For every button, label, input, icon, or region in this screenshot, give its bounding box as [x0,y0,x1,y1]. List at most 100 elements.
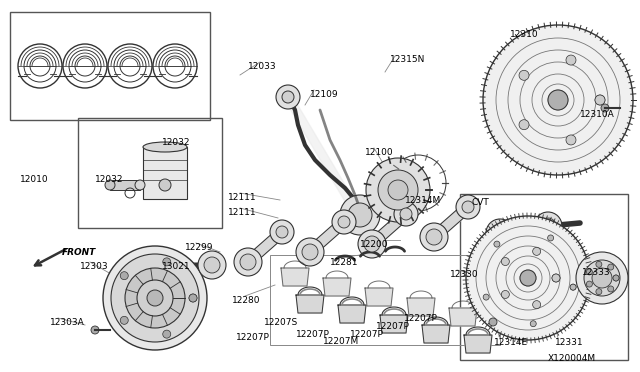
Polygon shape [426,207,476,237]
Circle shape [400,208,412,220]
Circle shape [159,179,171,191]
Polygon shape [281,268,309,286]
Circle shape [103,246,207,350]
Bar [110,180,140,190]
Circle shape [570,284,576,290]
Circle shape [420,223,448,251]
Circle shape [189,294,197,302]
Polygon shape [407,298,435,316]
Text: 12100: 12100 [365,148,394,157]
Circle shape [111,254,199,342]
Circle shape [489,318,497,326]
Text: 12330: 12330 [450,270,479,279]
Text: 12109: 12109 [310,90,339,99]
Polygon shape [422,325,450,343]
Bar [10,12,210,120]
Circle shape [566,135,576,145]
Polygon shape [240,232,290,262]
Text: 12010: 12010 [20,175,49,184]
Text: 12303A: 12303A [50,318,84,327]
Circle shape [282,91,294,103]
Text: 12207S: 12207S [264,318,298,327]
Text: 12111: 12111 [228,208,257,217]
Circle shape [296,238,324,266]
Text: 12207P: 12207P [236,333,270,342]
Circle shape [388,180,408,200]
Circle shape [125,268,185,328]
Circle shape [596,289,602,295]
Circle shape [532,301,541,309]
Text: 12280: 12280 [232,296,260,305]
Circle shape [91,326,99,334]
Circle shape [552,274,560,282]
Circle shape [548,235,554,241]
Circle shape [595,95,605,105]
Text: 12207P: 12207P [404,314,438,323]
Circle shape [519,70,529,80]
Polygon shape [449,308,477,326]
Circle shape [340,195,380,235]
Circle shape [456,195,480,219]
Ellipse shape [143,142,187,152]
Circle shape [483,25,633,175]
Circle shape [486,219,514,247]
Circle shape [366,158,430,222]
Circle shape [147,290,163,306]
Circle shape [530,321,536,327]
Polygon shape [302,222,352,252]
Circle shape [532,247,541,255]
Bar [270,255,500,345]
Circle shape [608,286,614,292]
Circle shape [364,236,380,252]
Text: 12111: 12111 [228,193,257,202]
Text: 12333: 12333 [582,268,611,277]
Polygon shape [323,278,351,296]
Text: 12315N: 12315N [390,55,426,64]
Text: 13021: 13021 [162,262,191,271]
Bar [460,194,628,360]
Circle shape [613,275,619,281]
Circle shape [120,272,128,280]
Text: 12032: 12032 [95,175,124,184]
Polygon shape [464,335,492,353]
Circle shape [595,95,605,105]
Text: 12314E: 12314E [494,338,528,347]
Circle shape [163,330,171,338]
Circle shape [204,257,220,273]
Text: 12207P: 12207P [296,330,330,339]
Text: 12314M: 12314M [405,196,441,205]
Text: FRONT: FRONT [62,248,96,257]
Circle shape [492,225,508,241]
Text: 12207P: 12207P [376,322,410,331]
Circle shape [276,226,288,238]
Circle shape [198,251,226,279]
Circle shape [540,218,556,234]
Circle shape [332,210,356,234]
Circle shape [548,90,568,110]
Circle shape [520,270,536,286]
Circle shape [534,212,562,240]
Circle shape [586,269,593,275]
Text: X120004M: X120004M [548,354,596,363]
Circle shape [576,252,628,304]
Text: 12331: 12331 [555,338,584,347]
Circle shape [501,257,509,266]
Polygon shape [380,315,408,333]
Polygon shape [364,214,414,244]
Circle shape [348,203,372,227]
Text: 12281: 12281 [330,258,358,267]
Circle shape [426,229,442,245]
Circle shape [552,274,560,282]
Circle shape [483,294,489,300]
Polygon shape [296,295,324,313]
Polygon shape [283,97,363,215]
Circle shape [601,104,609,112]
Circle shape [462,201,474,213]
Circle shape [276,85,300,109]
Circle shape [240,254,256,270]
Circle shape [378,170,418,210]
Circle shape [613,275,619,281]
Circle shape [584,260,620,296]
Ellipse shape [105,180,115,190]
Circle shape [120,316,128,324]
